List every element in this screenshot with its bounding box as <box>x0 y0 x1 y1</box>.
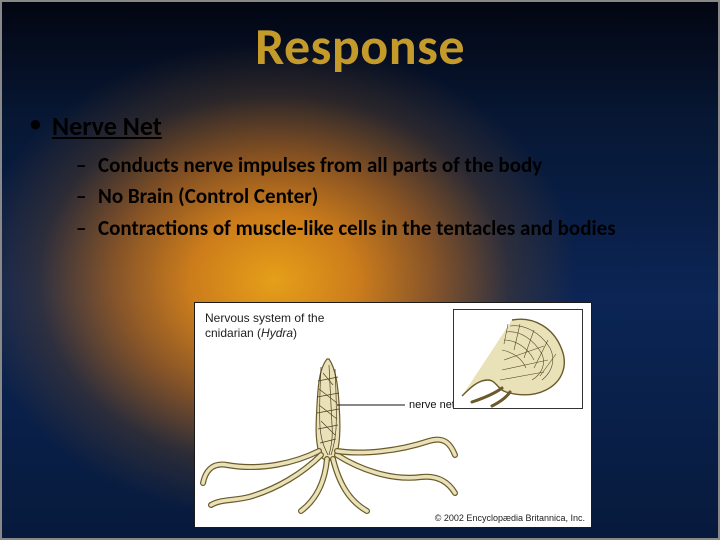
figure-nervous-system: Nervous system of the cnidarian (Hydra) <box>194 302 592 528</box>
bullet-2: No Brain (Control Center) <box>28 183 692 210</box>
figure-credit: © 2002 Encyclopædia Britannica, Inc. <box>435 513 585 523</box>
content-block: Nerve Net Conducts nerve impulses from a… <box>28 110 692 246</box>
slide-title: Response <box>2 14 718 78</box>
slide: Response Nerve Net Conducts nerve impuls… <box>0 0 720 540</box>
figure-inset <box>453 309 583 409</box>
figure-title-line2b: ) <box>293 326 297 340</box>
bullet-1: Conducts nerve impulses from all parts o… <box>28 152 692 179</box>
figure-title-em: Hydra <box>261 326 293 340</box>
figure-title-line2a: cnidarian ( <box>205 326 261 340</box>
bullet-3: Contractions of muscle-like cells in the… <box>28 215 692 242</box>
figure-title-line1: Nervous system of the <box>205 311 324 325</box>
figure-title: Nervous system of the cnidarian (Hydra) <box>205 311 324 341</box>
heading-nerve-net: Nerve Net <box>28 110 692 142</box>
hydra-illustration <box>199 347 459 517</box>
label-nerve-net: nerve net <box>409 399 455 411</box>
